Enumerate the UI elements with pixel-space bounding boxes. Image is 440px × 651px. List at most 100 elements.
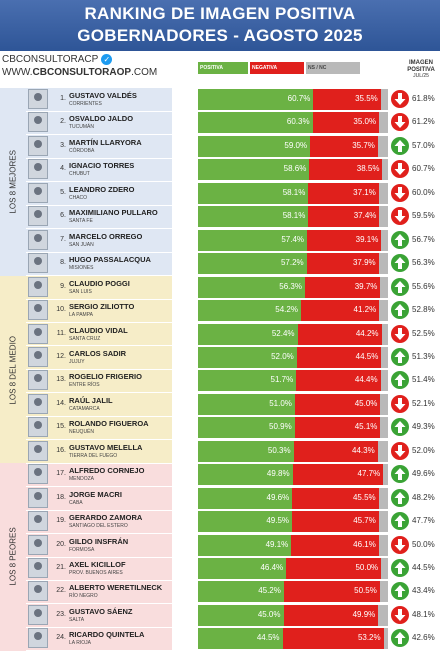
governor-name: RAÚL JALIL (69, 395, 113, 405)
ns-bar (378, 534, 388, 556)
row-divider (26, 157, 440, 159)
arrow-down-icon (391, 441, 409, 460)
stacked-bar: 44.5% 53.2% (198, 628, 388, 650)
arrow-up-icon (391, 559, 409, 577)
table-row: 22. ALBERTO WERETILNECK RÍO NEGRO 45.2% 50.5… (26, 580, 440, 603)
positive-bar: 49.8% (198, 464, 293, 486)
group-band (0, 275, 26, 464)
negative-value-label: 47.7% (357, 469, 381, 479)
previous-value: 56.3% (412, 258, 435, 268)
ns-bar (381, 229, 388, 251)
ns-bar (383, 628, 388, 650)
governor-photo (28, 276, 48, 297)
rank-number: 5. (60, 188, 66, 196)
governor-photo (28, 628, 48, 649)
row-divider (26, 415, 440, 417)
negative-value-label: 44.2% (355, 328, 379, 338)
positive-bar: 49.6% (198, 487, 293, 509)
ns-bar (381, 346, 388, 368)
negative-value-label: 37.9% (352, 258, 376, 268)
positive-bar: 60.7% (198, 89, 314, 110)
governor-photo (28, 323, 48, 344)
positive-bar: 57.4% (198, 229, 308, 251)
ns-bar (379, 300, 388, 322)
province-name: PROV. BUENOS AIRES (69, 570, 123, 576)
province-name: SANTA FE (69, 218, 93, 225)
province-name: TUCUMÁN (69, 124, 94, 131)
arrow-up-icon (391, 277, 409, 296)
previous-value: 44.5% (412, 563, 435, 572)
arrow-up-icon (391, 488, 409, 507)
arrow-up-icon (391, 136, 409, 155)
stacked-bar: 49.8% 47.7% (198, 464, 388, 486)
rank-number: 13. (56, 376, 66, 384)
stacked-bar: 60.3% 35.0% (198, 112, 388, 134)
negative-value-label: 46.1% (353, 539, 376, 549)
group-band (0, 88, 26, 276)
rank-number: 18. (56, 493, 66, 501)
negative-value-label: 45.5% (352, 492, 376, 502)
province-name: MISIONES (69, 265, 94, 272)
table-row: 12. CARLOS SADIR JUJUY 52.0% 44.5% 51.3% (26, 346, 440, 369)
stacked-bar: 49.6% 45.5% (198, 487, 388, 509)
rank-number: 17. (56, 470, 66, 478)
governor-photo (28, 346, 48, 367)
governor-photo (28, 511, 48, 532)
previous-value: 52.8% (412, 305, 435, 315)
negative-value-label: 44.4% (354, 375, 378, 385)
negative-bar: 45.5% (292, 487, 379, 509)
negative-bar: 50.5% (283, 581, 380, 603)
row-divider (26, 533, 440, 535)
positive-value-label: 56.3% (279, 281, 302, 291)
table-row: 5. LEANDRO ZDERO CHACO 58.1% 37.1% 60.0% (26, 182, 440, 205)
previous-value: 52.1% (412, 398, 435, 408)
table-row: 19. GERARDO ZAMORA SANTIAGO DEL ESTERO 49.5… (26, 510, 440, 533)
negative-bar: 38.5% (309, 159, 383, 181)
rank-number: 19. (56, 517, 66, 525)
governor-name: GUSTAVO VALDÉS (69, 91, 137, 100)
ns-bar (378, 182, 388, 204)
positive-value-label: 52.4% (271, 328, 295, 338)
governor-name: CLAUDIO POGGI (69, 278, 130, 288)
negative-bar: 35.7% (310, 135, 378, 157)
governor-photo (28, 440, 48, 461)
table-row: 21. AXEL KICILLOF PROV. BUENOS AIRES 46.4% 5… (26, 557, 440, 580)
positive-value-label: 51.7% (270, 375, 294, 385)
arrow-up-icon (391, 254, 409, 273)
table-row: 11. CLAUDIO VIDAL SANTA CRUZ 52.4% 44.2% 52.5… (26, 323, 440, 346)
row-divider (26, 509, 440, 511)
rank-number: 14. (56, 399, 66, 407)
rank-number: 23. (56, 610, 66, 618)
governor-name: ROGELIO FRIGERIO (69, 372, 142, 382)
stacked-bar: 59.0% 35.7% (198, 135, 388, 157)
province-name: JUJUY (69, 358, 85, 365)
province-name: NEUQUÉN (69, 429, 95, 436)
table-row: 15. ROLANDO FIGUEROA NEUQUÉN 50.9% 45.1% 49.3… (26, 416, 440, 439)
negative-value-label: 35.7% (352, 140, 375, 150)
group-band (0, 463, 26, 651)
arrow-down-icon (391, 183, 409, 202)
province-name: CHACO (69, 194, 88, 201)
rank-number: 10. (56, 306, 66, 314)
stacked-bar: 58.6% 38.5% (198, 159, 388, 181)
previous-value: 48.1% (412, 609, 435, 619)
positive-bar: 45.0% (198, 604, 284, 626)
governor-name: CLAUDIO VIDAL (69, 325, 128, 335)
negative-bar: 49.9% (283, 604, 379, 626)
ns-bar (379, 206, 388, 228)
governor-photo (28, 206, 48, 227)
previous-title-line3: JUL/25 (413, 73, 429, 79)
stacked-bar: 57.4% 39.1% (198, 229, 388, 251)
governor-name: CARLOS SADIR (69, 348, 127, 358)
stacked-bar: 52.4% 44.2% (198, 323, 388, 345)
governor-name: GUSTAVO MELELLA (69, 442, 143, 452)
stacked-bar: 50.3% 44.3% (198, 440, 388, 462)
negative-value-label: 45.7% (353, 516, 376, 526)
rank-number: 22. (56, 587, 66, 595)
governor-photo (28, 229, 48, 250)
row-divider (26, 181, 440, 183)
row-divider (26, 368, 440, 370)
brand-web-prefix: WWW. (2, 67, 33, 78)
arrow-up-icon (391, 512, 409, 531)
governor-name: GILDO INSFRÁN (69, 536, 129, 546)
